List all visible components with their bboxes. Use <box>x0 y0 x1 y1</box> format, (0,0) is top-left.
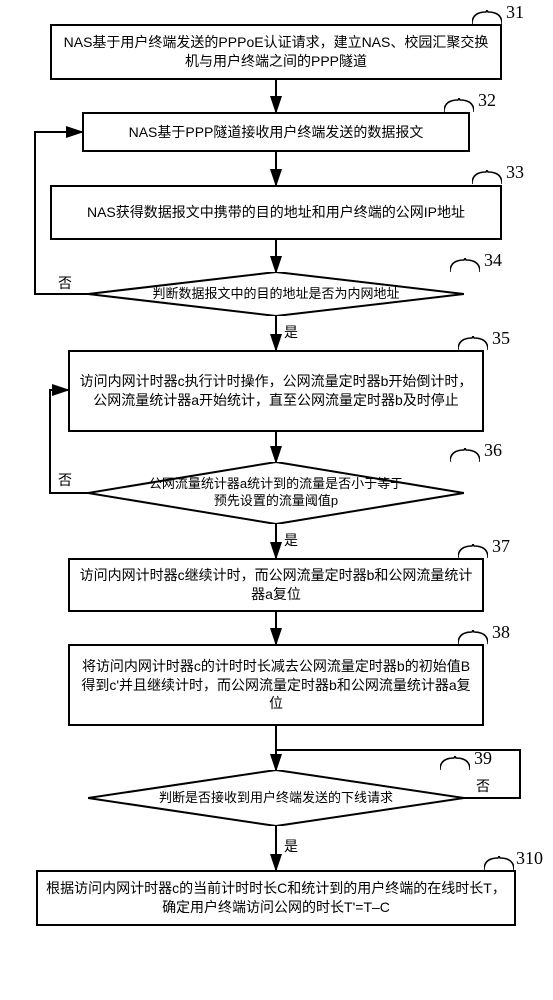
bracket-35 <box>458 336 488 350</box>
step-32: NAS基于PPP隧道接收用户终端发送的数据报文 <box>82 112 470 152</box>
step-number-37: 37 <box>492 536 510 557</box>
step-33: NAS获得数据报文中携带的目的地址和用户终端的公网IP地址 <box>50 185 502 240</box>
step-36-text: 公网流量统计器a统计到的流量是否小于等于预先设置的流量阈值p <box>143 476 409 510</box>
bracket-36 <box>450 448 480 462</box>
step-number-35: 35 <box>492 328 510 349</box>
bracket-38 <box>458 630 488 644</box>
step-310: 根据访问内网计时器c的当前计时时长C和统计到的用户终端的在线时长T，确定用户终端… <box>36 870 516 926</box>
label-34-no: 否 <box>58 273 72 293</box>
step-number-34: 34 <box>484 250 502 271</box>
label-36-no: 否 <box>58 470 72 490</box>
label-36-yes: 是 <box>284 530 298 550</box>
step-38-text: 将访问内网计时器c的计时时长减去公网流量定时器b的初始值B得到c'并且继续计时，… <box>78 657 474 714</box>
step-number-32: 32 <box>478 90 496 111</box>
step-33-text: NAS获得数据报文中携带的目的地址和用户终端的公网IP地址 <box>87 203 465 222</box>
step-34-text: 判断数据报文中的目的地址是否为内网地址 <box>152 286 399 303</box>
bracket-31 <box>472 10 502 24</box>
step-39: 判断是否接收到用户终端发送的下线请求 <box>88 770 464 826</box>
bracket-32 <box>444 98 474 112</box>
flowchart-canvas: 31 NAS基于用户终端发送的PPPoE认证请求，建立NAS、校园汇聚交换机与用… <box>0 0 553 1000</box>
step-31-text: NAS基于用户终端发送的PPPoE认证请求，建立NAS、校园汇聚交换机与用户终端… <box>60 33 492 71</box>
step-number-31: 31 <box>506 2 524 23</box>
step-number-33: 33 <box>506 162 524 183</box>
step-35-text: 访问内网计时器c执行计时操作，公网流量定时器b开始倒计时，公网流量统计器a开始统… <box>78 372 474 410</box>
step-39-text: 判断是否接收到用户终端发送的下线请求 <box>159 790 393 807</box>
step-31: NAS基于用户终端发送的PPPoE认证请求，建立NAS、校园汇聚交换机与用户终端… <box>50 24 502 80</box>
bracket-37 <box>458 544 488 558</box>
step-34: 判断数据报文中的目的地址是否为内网地址 <box>88 272 464 316</box>
label-34-yes: 是 <box>284 322 298 342</box>
step-35: 访问内网计时器c执行计时操作，公网流量定时器b开始倒计时，公网流量统计器a开始统… <box>68 350 484 432</box>
step-37: 访问内网计时器c继续计时，而公网流量定时器b和公网流量统计器a复位 <box>68 558 484 612</box>
label-39-no: 否 <box>476 776 490 796</box>
step-number-310: 310 <box>516 848 543 869</box>
step-32-text: NAS基于PPP隧道接收用户终端发送的数据报文 <box>129 123 424 142</box>
step-number-36: 36 <box>484 440 502 461</box>
bracket-34 <box>450 258 480 272</box>
step-number-38: 38 <box>492 622 510 643</box>
label-39-yes: 是 <box>284 836 298 856</box>
step-number-39: 39 <box>474 748 492 769</box>
bracket-310 <box>484 856 514 870</box>
step-38: 将访问内网计时器c的计时时长减去公网流量定时器b的初始值B得到c'并且继续计时，… <box>68 644 484 726</box>
bracket-39 <box>440 756 470 770</box>
step-310-text: 根据访问内网计时器c的当前计时时长C和统计到的用户终端的在线时长T，确定用户终端… <box>46 879 506 917</box>
step-36: 公网流量统计器a统计到的流量是否小于等于预先设置的流量阈值p <box>88 462 464 524</box>
step-37-text: 访问内网计时器c继续计时，而公网流量定时器b和公网流量统计器a复位 <box>78 566 474 604</box>
bracket-33 <box>472 170 502 184</box>
